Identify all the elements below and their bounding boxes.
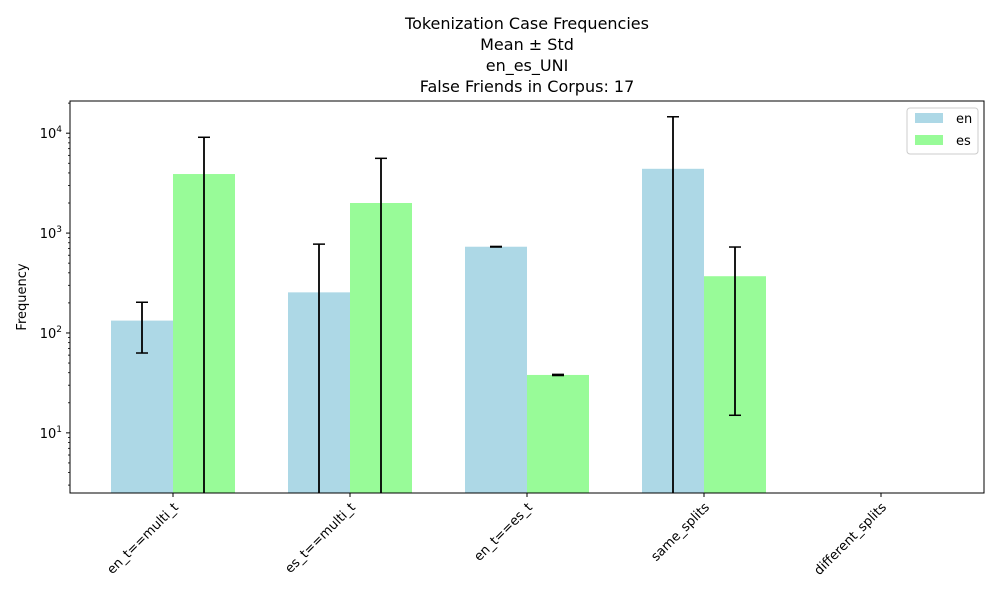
y-tick-base: 10 [40, 127, 57, 142]
legend-label: es [956, 134, 971, 149]
bar-en [465, 246, 527, 493]
error-bars-layer [136, 116, 741, 493]
x-tick-label: different_splits [811, 500, 890, 579]
bar-es [527, 374, 589, 493]
x-tick-label: en_t==es_t [471, 500, 535, 564]
legend-swatch-en [915, 113, 943, 123]
y-tick-base: 10 [40, 427, 57, 442]
x-tick-label: en_t==multi_t [104, 500, 181, 577]
chart-title-line: Tokenization Case Frequencies [404, 14, 649, 33]
y-tick-exponent: 1 [56, 425, 62, 435]
chart-subtitle-line: en_es_UNI [486, 56, 569, 76]
chart-subtitle-line: Mean ± Std [480, 35, 574, 54]
y-tick-exponent: 3 [56, 225, 62, 235]
y-tick-label: 103 [40, 225, 62, 242]
y-tick-label: 102 [40, 325, 62, 342]
x-tick-label: same_splits [648, 500, 713, 565]
y-tick-exponent: 2 [56, 325, 62, 335]
legend-swatch-es [915, 135, 943, 145]
y-tick-exponent: 4 [56, 125, 62, 135]
chart-subtitle-line: False Friends in Corpus: 17 [420, 77, 635, 96]
plot-frame [69, 100, 985, 494]
y-tick-label: 104 [40, 125, 63, 142]
y-tick-base: 10 [40, 227, 57, 242]
legend: en es [906, 107, 979, 155]
y-tick-base: 10 [40, 327, 57, 342]
y-tick-label: 101 [40, 425, 62, 442]
bars-layer [111, 168, 766, 493]
y-axis-label: Frequency [15, 263, 30, 330]
x-axis: en_t==multi_t es_t==multi_t en_t==es_t same… [104, 493, 890, 579]
legend-label: en [956, 112, 972, 127]
chart-title: Tokenization Case Frequencies Mean ± Std… [404, 14, 649, 96]
x-tick-label: es_t==multi_t [282, 500, 358, 576]
